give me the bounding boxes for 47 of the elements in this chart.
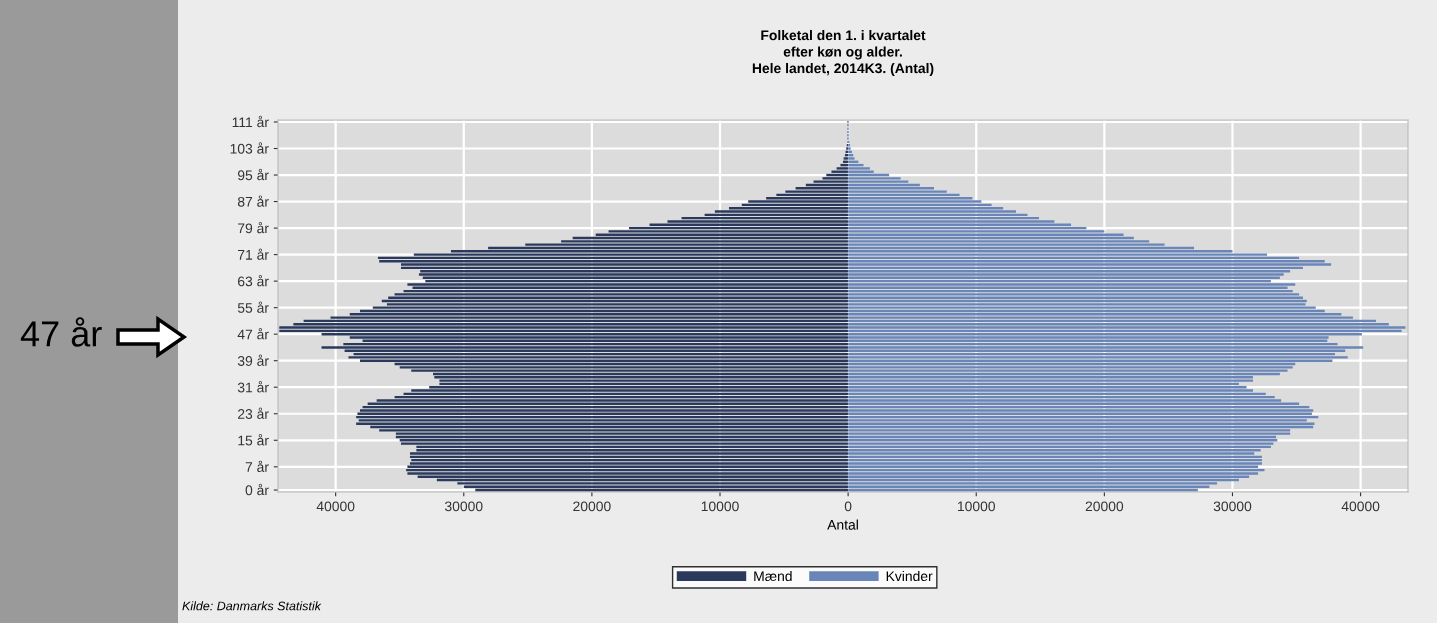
bar	[848, 442, 1274, 445]
bar	[279, 326, 849, 329]
x-tick-label: 10000	[701, 501, 739, 512]
bar	[848, 356, 1348, 359]
bar	[407, 283, 849, 286]
legend-label: Kvinder	[886, 570, 933, 582]
y-tick-label: 0 år	[245, 483, 269, 496]
x-tick-label: 30000	[444, 501, 483, 512]
bar	[348, 356, 849, 359]
y-tick-label: 111 år	[232, 115, 269, 128]
x-tick-label: 20000	[573, 501, 611, 512]
bar	[399, 366, 849, 369]
bar	[409, 452, 849, 455]
bar	[321, 346, 849, 349]
y-tick-label: 47 år	[237, 328, 269, 340]
x-tick-label: 0	[844, 501, 852, 512]
x-tick-label: 40000	[1341, 501, 1380, 512]
x-tick-label: 40000	[316, 501, 355, 512]
bar	[848, 366, 1293, 369]
x-axis-title: Antal	[827, 519, 858, 530]
y-tick-label: 39 år	[237, 354, 269, 366]
bar	[848, 346, 1364, 349]
legend-label: Mænd	[754, 570, 792, 582]
y-tick-label: 103 år	[230, 142, 269, 154]
bar	[848, 326, 1406, 329]
bar	[848, 157, 855, 160]
x-tick-label: 20000	[1085, 501, 1124, 512]
y-tick-label: 79 år	[238, 221, 269, 234]
bar	[848, 283, 1296, 286]
chart-title: Folketal den 1. i kvartalet efter køn og alder. Hele landet, 2014K3. (Antal)	[752, 30, 934, 76]
y-tick-label: 87 år	[237, 195, 269, 207]
bar	[848, 263, 1332, 266]
bar	[407, 472, 849, 475]
x-tick-label: 30000	[1213, 501, 1252, 512]
y-tick-label: 55 år	[237, 301, 269, 313]
text: 47 år	[20, 317, 102, 347]
y-tick-label: 15 år	[238, 434, 269, 446]
y-tick-label: 7 år	[245, 460, 269, 472]
y-tick-label: 23 år	[238, 407, 269, 419]
y-tick-label: 63 år	[238, 274, 269, 287]
bar	[848, 432, 1291, 435]
x-tick-label: 10000	[957, 501, 996, 512]
y-tick-label: 95 år	[237, 168, 269, 181]
text: Kilde: Danmarks Statistik	[182, 601, 322, 611]
bar	[848, 167, 870, 170]
y-tick-label: 31 år	[237, 381, 269, 393]
y-tick-label: 71 år	[238, 248, 269, 260]
